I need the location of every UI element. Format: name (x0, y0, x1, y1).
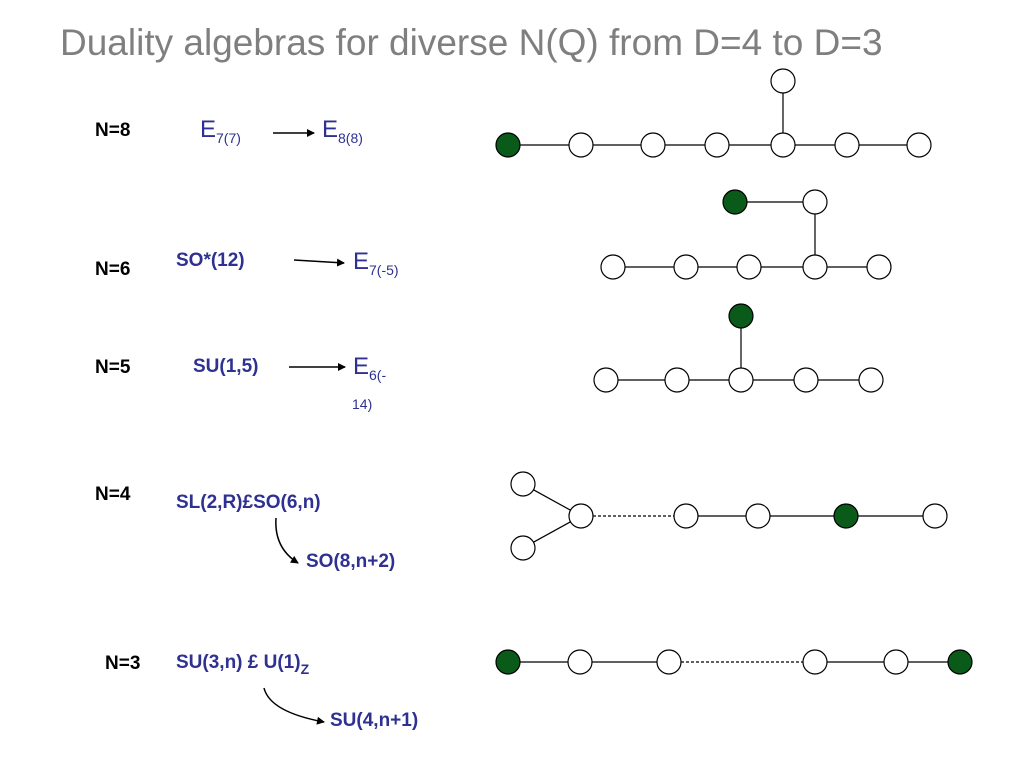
dynkin-node (600, 254, 626, 280)
dynkin-node (673, 503, 699, 529)
dynkin-node (728, 367, 754, 393)
dynkin-node (704, 132, 730, 158)
dynkin-node (834, 132, 860, 158)
dynkin-node (640, 132, 666, 158)
dynkin-node (858, 367, 884, 393)
group-to-n8: E8(8) (322, 116, 363, 146)
dynkin-node (568, 132, 594, 158)
group-to-n6-sub: 7(-5) (369, 262, 399, 278)
group-from-n8-sub: 7(7) (216, 130, 241, 146)
dynkin-edge (533, 521, 571, 543)
dynkin-node (802, 254, 828, 280)
arrow-n4 (275, 517, 299, 564)
dynkin-diagram-n8 (495, 68, 932, 158)
group-to-n8-base: E (322, 116, 339, 143)
dynkin-node (656, 649, 682, 675)
dynkin-node (883, 649, 909, 675)
group-to-n5-base: E (353, 353, 370, 380)
group-from-n6: SO*(12) (176, 250, 245, 271)
dynkin-node (593, 367, 619, 393)
dynkin-node-filled (722, 189, 748, 215)
row-label-n3: N=3 (105, 653, 141, 674)
dynkin-diagram-n5 (593, 303, 884, 393)
dynkin-diagram-n3 (495, 649, 973, 675)
dynkin-node (568, 503, 594, 529)
group-to-n5: E6(- (353, 353, 386, 383)
group-from-n3-text: SU(3,n) £ U(1) (176, 652, 301, 673)
dynkin-node-filled (728, 303, 754, 329)
group-to-n6-base: E (353, 248, 370, 275)
slide-title: Duality algebras for diverse N(Q) from D… (60, 22, 883, 63)
dynkin-node (510, 535, 536, 561)
row-label-n6: N=6 (95, 259, 131, 280)
dynkin-node-filled (495, 649, 521, 675)
dynkin-diagram-n4 (510, 471, 948, 561)
dynkin-node (673, 254, 699, 280)
dynkin-node-filled (947, 649, 973, 675)
group-from-n3: SU(3,n) £ U(1)Z (176, 652, 309, 677)
row-label-n5: N=5 (95, 357, 131, 378)
group-to-n4: SO(8,n+2) (306, 551, 396, 572)
arrow-n6 (293, 258, 345, 267)
dynkin-node (770, 132, 796, 158)
dynkin-node-filled (833, 503, 859, 529)
group-to-n5-sub-wrap: 14) (352, 396, 373, 412)
group-from-n5: SU(1,5) (193, 356, 259, 377)
dynkin-node (567, 649, 593, 675)
dynkin-node-filled (495, 132, 521, 158)
row-label-n8: N=8 (95, 120, 131, 141)
group-from-n4: SL(2,R)£SO(6,n) (176, 492, 321, 513)
group-from-n3-sub: Z (300, 661, 310, 677)
group-from-n8-base: E (200, 116, 217, 143)
dynkin-node (736, 254, 762, 280)
group-to-n6: E7(-5) (353, 248, 399, 278)
dynkin-diagram-n6 (600, 189, 892, 280)
group-to-n5-sub: 6(- (369, 367, 387, 383)
dynkin-node (793, 367, 819, 393)
dynkin-edge (533, 489, 571, 511)
dynkin-node (664, 367, 690, 393)
dynkin-node (802, 189, 828, 215)
dynkin-node (770, 68, 796, 94)
group-to-n3: SU(4,n+1) (330, 710, 419, 731)
group-to-n8-sub: 8(8) (338, 130, 363, 146)
dynkin-node (745, 503, 771, 529)
dynkin-node (906, 132, 932, 158)
row-label-n4: N=4 (95, 484, 131, 505)
arrow-n3 (263, 687, 325, 725)
dynkin-node (922, 503, 948, 529)
dynkin-diagrams (495, 68, 973, 675)
group-from-n8: E7(7) (200, 116, 241, 146)
dynkin-node (866, 254, 892, 280)
dynkin-node (802, 649, 828, 675)
dynkin-node (510, 471, 536, 497)
